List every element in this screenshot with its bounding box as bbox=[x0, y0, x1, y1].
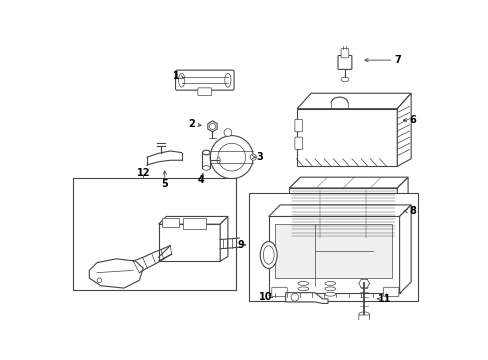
Text: 2: 2 bbox=[188, 119, 195, 129]
Ellipse shape bbox=[202, 166, 210, 170]
Circle shape bbox=[97, 278, 102, 283]
Bar bbox=[295, 193, 390, 236]
Polygon shape bbox=[274, 224, 391, 278]
Text: 3: 3 bbox=[256, 152, 263, 162]
Bar bbox=[248, 193, 417, 301]
FancyBboxPatch shape bbox=[271, 287, 286, 297]
Bar bbox=[268, 216, 399, 293]
Polygon shape bbox=[158, 224, 220, 261]
Ellipse shape bbox=[297, 292, 308, 296]
Polygon shape bbox=[396, 177, 407, 240]
Bar bbox=[73, 178, 235, 289]
Ellipse shape bbox=[297, 282, 308, 285]
Text: 5: 5 bbox=[161, 179, 168, 189]
FancyBboxPatch shape bbox=[383, 287, 398, 297]
FancyBboxPatch shape bbox=[341, 49, 348, 58]
Text: 12: 12 bbox=[136, 167, 150, 177]
FancyBboxPatch shape bbox=[175, 70, 234, 90]
Polygon shape bbox=[158, 216, 227, 224]
Ellipse shape bbox=[217, 157, 220, 163]
Text: 9: 9 bbox=[237, 240, 244, 250]
Polygon shape bbox=[396, 93, 410, 166]
Ellipse shape bbox=[341, 77, 348, 82]
Circle shape bbox=[290, 293, 298, 301]
Polygon shape bbox=[289, 177, 407, 188]
Polygon shape bbox=[297, 109, 396, 166]
Bar bbox=[183, 218, 206, 229]
FancyBboxPatch shape bbox=[337, 55, 351, 69]
Circle shape bbox=[210, 136, 253, 179]
Polygon shape bbox=[207, 121, 217, 132]
Bar bbox=[162, 218, 179, 227]
Circle shape bbox=[224, 129, 231, 136]
Polygon shape bbox=[297, 93, 410, 109]
FancyBboxPatch shape bbox=[294, 137, 302, 149]
Ellipse shape bbox=[324, 282, 335, 285]
Text: 1: 1 bbox=[173, 71, 179, 81]
Ellipse shape bbox=[297, 287, 308, 291]
Text: 11: 11 bbox=[377, 294, 390, 304]
Text: 8: 8 bbox=[408, 206, 415, 216]
Text: 6: 6 bbox=[408, 115, 415, 125]
FancyBboxPatch shape bbox=[198, 88, 211, 95]
Ellipse shape bbox=[324, 287, 335, 291]
Circle shape bbox=[218, 143, 245, 171]
Polygon shape bbox=[268, 205, 410, 216]
Ellipse shape bbox=[324, 292, 335, 296]
Ellipse shape bbox=[224, 73, 230, 87]
Text: 10: 10 bbox=[258, 292, 272, 302]
Ellipse shape bbox=[358, 312, 369, 316]
Polygon shape bbox=[285, 293, 327, 303]
Bar bbox=[289, 188, 396, 240]
Polygon shape bbox=[220, 216, 227, 261]
FancyBboxPatch shape bbox=[294, 120, 302, 132]
Polygon shape bbox=[89, 259, 143, 288]
Text: 4: 4 bbox=[197, 175, 204, 185]
Text: 7: 7 bbox=[393, 55, 400, 65]
Ellipse shape bbox=[178, 73, 184, 87]
Polygon shape bbox=[399, 205, 410, 293]
FancyBboxPatch shape bbox=[358, 315, 369, 324]
Circle shape bbox=[250, 154, 256, 160]
Circle shape bbox=[209, 123, 215, 130]
Ellipse shape bbox=[263, 246, 274, 264]
Ellipse shape bbox=[260, 242, 277, 269]
Ellipse shape bbox=[202, 150, 210, 155]
